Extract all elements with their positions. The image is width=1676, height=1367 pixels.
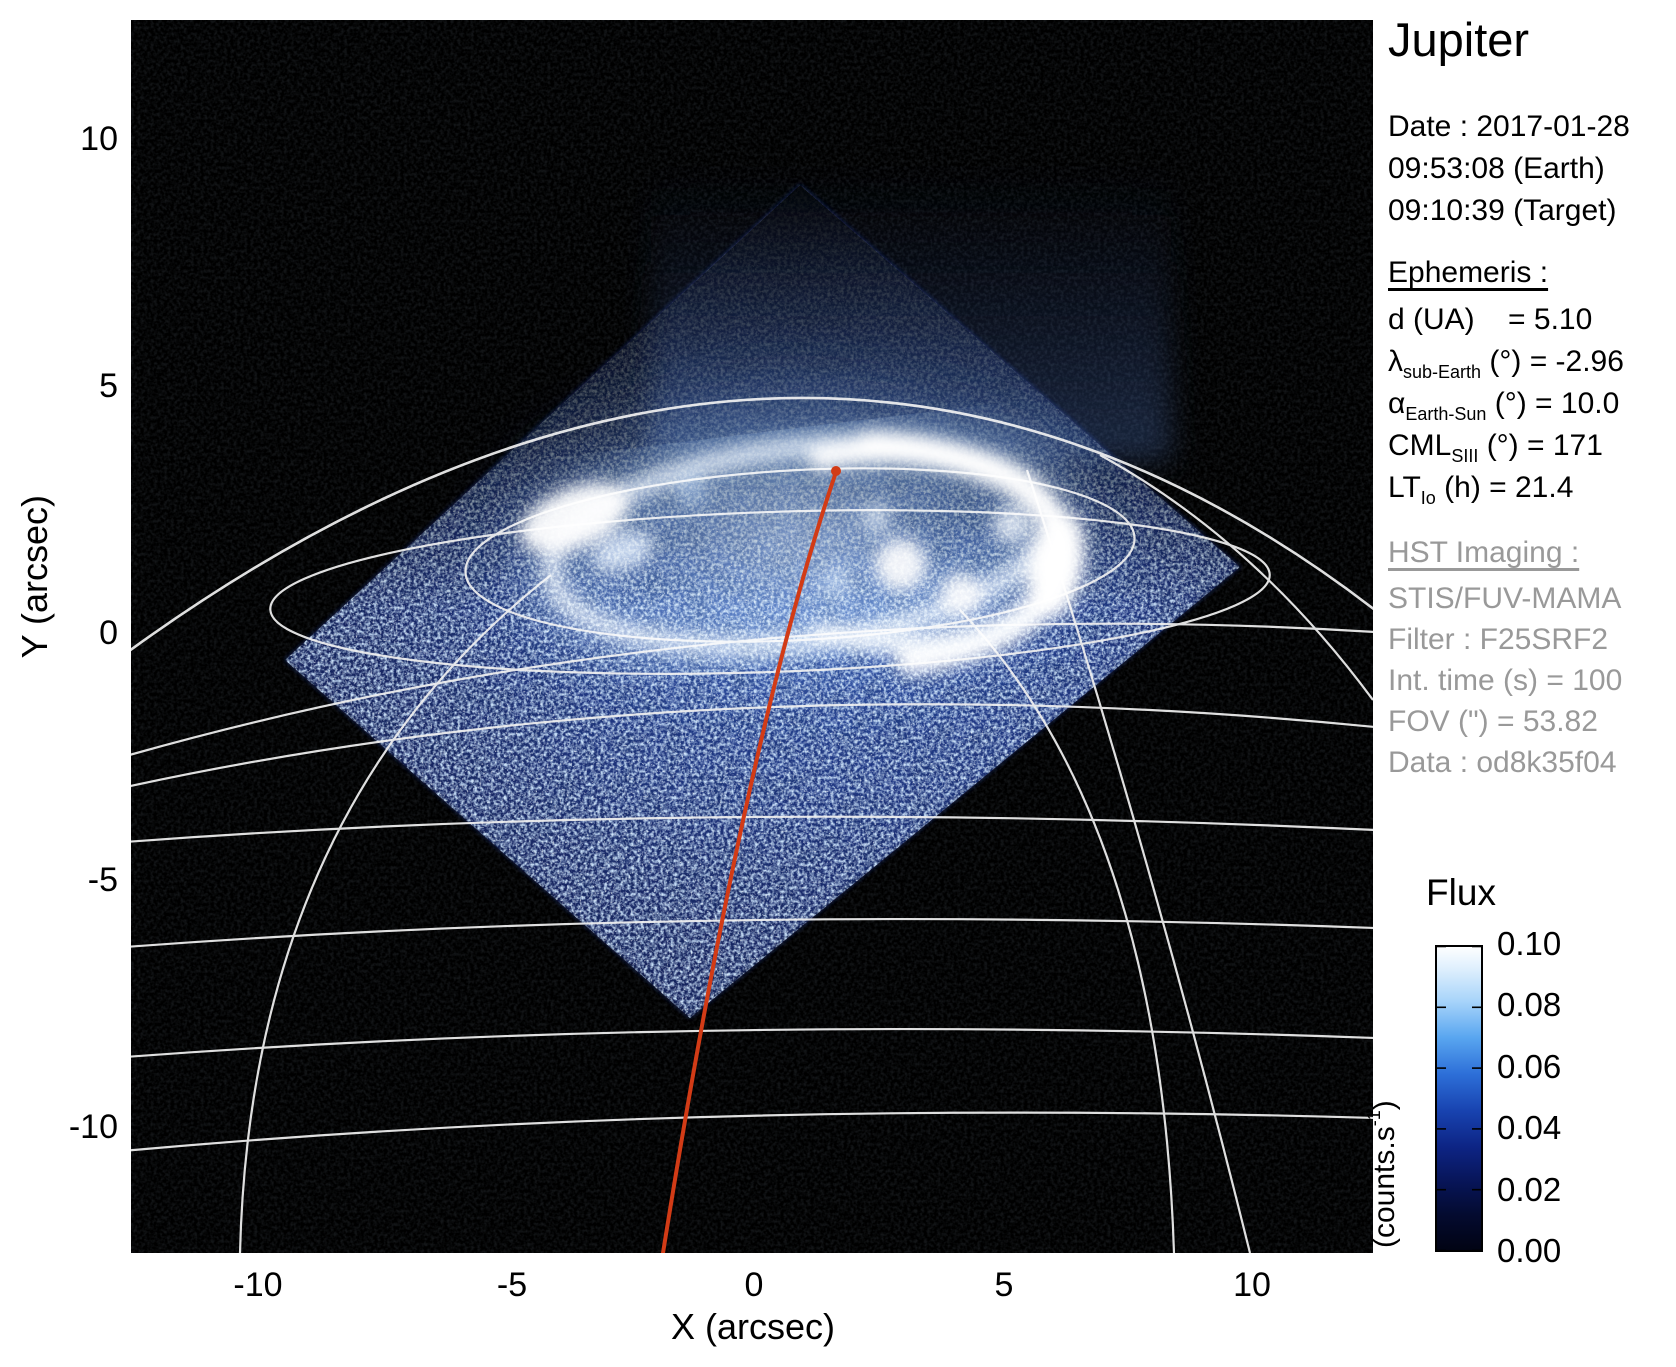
- x-tick-label: 0: [744, 1266, 764, 1304]
- ephemeris-line: CMLSIII (°) = 171: [1388, 429, 1603, 466]
- latitude-arc: [131, 1111, 1373, 1152]
- x-tick-label: -10: [233, 1266, 283, 1304]
- ephemeris-line: LTIo (h) = 21.4: [1388, 471, 1574, 508]
- colorbar-tick-label: 0.02: [1497, 1170, 1562, 1208]
- y-tick-label: -10: [68, 1108, 118, 1146]
- ephemeris-line: d (UA) = 5.10: [1388, 303, 1593, 336]
- y-axis-title: Y (arcsec): [14, 495, 55, 659]
- observation-date-block: Date : 2017-01-28 09:53:08 (Earth) 09:10:3…: [1388, 106, 1630, 232]
- colorbar-tick-label: 0.10: [1497, 925, 1562, 962]
- hst-imaging-lines: STIS/FUV-MAMA Filter : F25SRF2 Int. time (…: [1388, 578, 1622, 783]
- x-tick-label: -5: [496, 1266, 528, 1304]
- meridian-line: [238, 574, 552, 1253]
- x-tick-label: 10: [1233, 1266, 1271, 1304]
- y-tick-label: 5: [99, 367, 118, 405]
- x-axis-title: X (arcsec): [670, 1306, 836, 1347]
- colorbar-tick-marks: [1436, 945, 1482, 1252]
- date-line: 09:10:39 (Target): [1388, 194, 1617, 227]
- hst-imaging-line: Data : od8k35f04: [1388, 746, 1617, 779]
- latitude-arc: [131, 815, 1373, 843]
- ephemeris-heading: Ephemeris :: [1388, 256, 1549, 289]
- latitude-arc: [131, 1027, 1373, 1058]
- colorbar-gradient: [1435, 945, 1483, 1252]
- ephemeris-line: λsub-Earth (°) = -2.96: [1388, 345, 1624, 382]
- y-tick-label: 10: [80, 120, 118, 158]
- colorbar-tick-label: 0.04: [1497, 1109, 1562, 1147]
- hst-imaging-line: Filter : F25SRF2: [1388, 623, 1609, 656]
- auroral-oval: [460, 355, 1140, 725]
- meridian-line: [1099, 454, 1373, 701]
- colorbar-title: Flux: [1426, 872, 1496, 913]
- page-title: Jupiter: [1388, 13, 1530, 66]
- hst-imaging-line: Int. time (s) = 100: [1388, 664, 1623, 697]
- colorbar-tick-label: 0.06: [1497, 1047, 1562, 1085]
- x-tick-label: 5: [994, 1266, 1014, 1304]
- colorbar-unit-label: (counts.s-1): [1364, 1100, 1401, 1248]
- date-line: Date : 2017-01-28: [1388, 110, 1630, 143]
- hst-imaging-heading: HST Imaging :: [1388, 536, 1580, 569]
- y-tick-label: -5: [87, 861, 118, 899]
- cml-meridian-red-line: [661, 466, 841, 1253]
- colorbar-tick-label: 0.08: [1497, 986, 1562, 1024]
- hst-imaging-line: FOV (") = 53.82: [1388, 705, 1598, 738]
- plot-area: [131, 20, 1373, 1253]
- colorbar-tick-label: 0.00: [1497, 1232, 1562, 1269]
- pole-marker-dot: [831, 466, 841, 476]
- ephemeris-lines: d (UA) = 5.10 λsub-Earth (°) = -2.96 αEart…: [1388, 299, 1624, 509]
- colorbar: [1435, 945, 1483, 1252]
- ephemeris-line: αEarth-Sun (°) = 10.0: [1388, 387, 1620, 424]
- date-line: 09:53:08 (Earth): [1388, 152, 1605, 185]
- hst-imaging-line: STIS/FUV-MAMA: [1388, 582, 1622, 615]
- y-tick-label: 0: [99, 614, 118, 652]
